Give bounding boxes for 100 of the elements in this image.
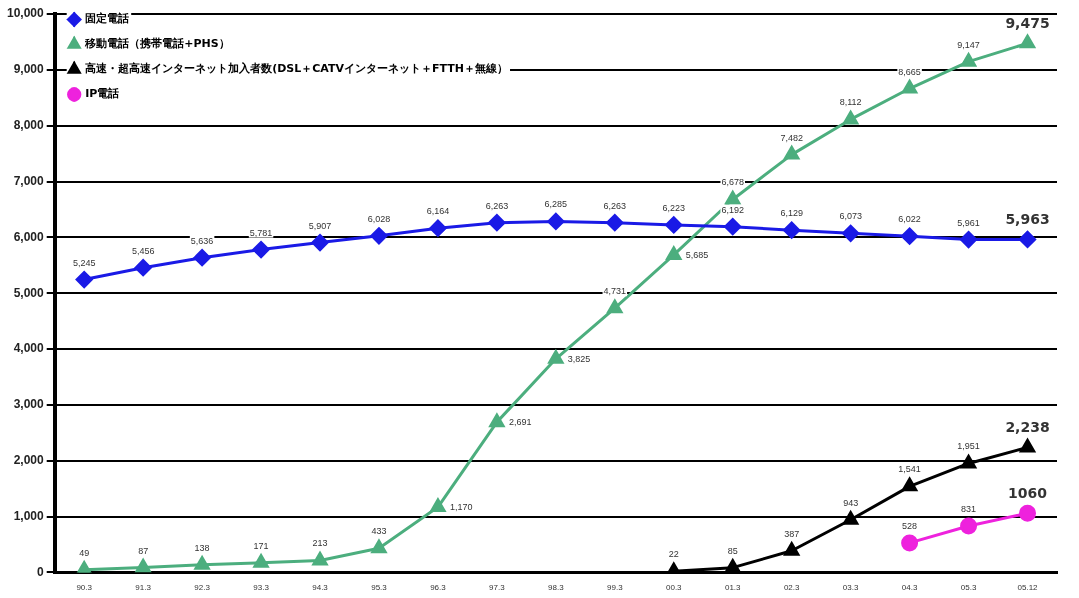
x-tick-label: 98.3 [548,583,565,593]
y-tick-label: 8,000 [13,117,45,132]
data-label: 943 [843,497,859,508]
point [843,511,859,525]
point [783,221,801,239]
legend-label: IP電話 [85,87,120,101]
data-label: 1,170 [449,502,473,513]
y-tick-label: 0 [37,564,45,579]
x-tick-label: 90.3 [76,583,93,593]
data-label: 6,678 [721,177,744,188]
data-label: 171 [253,540,269,551]
legend-label: 高速・超高速インターネット加入者数(DSL＋CATVインターネット＋FTTH＋無線） [85,62,509,76]
x-tick-label: 05.12 [1017,583,1039,593]
data-label: 2,238 [1005,419,1050,436]
point [312,552,328,566]
y-tick-label: 4,000 [13,341,45,356]
x-tick-label: 96.3 [430,583,447,593]
data-label: 5,456 [131,245,155,256]
x-tick-label: 00.3 [665,583,683,593]
point [488,214,506,232]
data-label: 22 [668,549,679,560]
y-tick-label: 7,000 [13,173,45,188]
point [665,216,683,234]
data-label: 6,263 [485,200,509,211]
point [370,227,388,245]
data-label: 5,245 [72,257,96,268]
data-label: 6,164 [426,206,450,217]
legend-label: 固定電話 [85,12,130,26]
point [548,350,564,364]
data-label: 9,147 [957,39,980,50]
point [842,224,860,242]
y-tick-label: 5,000 [13,285,45,300]
point [961,53,977,67]
data-label: 528 [902,520,918,531]
point [784,146,800,160]
data-label: 6,263 [603,200,627,211]
point [1019,230,1037,248]
data-label: 5,636 [190,235,214,246]
x-tick-label: 94.3 [312,583,329,593]
point [134,259,152,277]
point [135,559,151,573]
point [75,271,93,289]
data-label: 1060 [1008,484,1048,501]
data-label: 1,951 [957,441,980,452]
data-label: 4,731 [603,286,627,297]
legend-label: 移動電話（携帯電話+PHS） [84,37,230,51]
point [666,246,682,260]
data-label: 3,825 [567,353,591,364]
point [1019,438,1036,453]
data-label: 5,961 [957,217,980,228]
point [1019,504,1037,522]
data-label: 9,475 [1005,14,1050,31]
point [193,249,211,267]
point [607,299,623,314]
point [724,218,742,236]
point [547,212,565,230]
x-tick-label: 05.3 [960,583,977,593]
x-tick-label: 97.3 [489,583,506,593]
x-tick-label: 92.3 [194,583,211,593]
point [784,542,800,556]
data-label: 387 [784,528,800,539]
data-label: 5,963 [1005,211,1050,228]
data-label: 6,022 [898,214,921,225]
y-tick-label: 2,000 [13,453,45,468]
data-label: 213 [312,538,328,549]
data-label: 831 [961,503,977,514]
point [961,454,977,469]
data-label: 2,691 [508,417,532,428]
point [1019,34,1036,49]
x-tick-label: 03.3 [842,583,859,593]
data-label: 8,112 [839,97,862,108]
point [960,231,978,249]
data-label: 6,192 [721,204,744,215]
point [430,498,446,513]
y-tick-label: 6,000 [13,229,45,244]
point [960,517,978,535]
point [194,556,210,570]
data-label: 49 [79,547,90,558]
data-label: 6,073 [839,211,862,222]
point [725,191,741,205]
data-label: 8,665 [898,66,921,77]
data-label: 433 [371,526,387,537]
x-tick-label: 99.3 [607,583,624,593]
point [429,219,447,237]
data-label: 85 [727,545,738,556]
x-tick-label: 95.3 [371,583,388,593]
data-label: 138 [194,542,210,553]
point [371,539,387,554]
point [901,227,919,245]
data-label: 87 [138,545,149,556]
data-label: 5,781 [249,227,273,238]
point [311,234,329,252]
x-tick-label: 01.3 [724,583,742,593]
point [843,110,859,125]
point [902,477,918,492]
point [252,241,270,259]
point [489,413,505,428]
data-label: 5,907 [308,220,332,231]
data-label: 7,482 [780,132,803,143]
data-label: 6,028 [367,213,391,224]
